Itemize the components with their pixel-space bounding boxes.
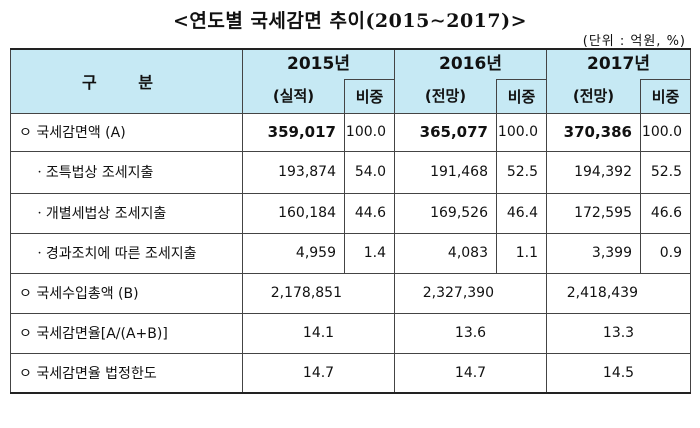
cell-value: 13.3 — [546, 312, 691, 354]
header-2015-kind: (실적) — [242, 79, 345, 114]
row-label: ㅇ 국세감면율[A/(A+B)] — [10, 312, 243, 354]
cell-value: 3,399 — [546, 232, 641, 274]
cell-value: 194,392 — [546, 150, 641, 194]
table-row-rate: ㅇ 국세감면율[A/(A+B)] 14.1 13.6 13.3 — [10, 312, 691, 354]
row-label: ㆍ조특법상 조세지출 — [10, 150, 243, 194]
cell-value: 191,468 — [394, 150, 497, 194]
cell-share: 52.5 — [496, 150, 547, 194]
cell-value: 169,526 — [394, 192, 497, 234]
cell-value: 2,327,390 — [394, 272, 547, 314]
cell-share: 100.0 — [496, 112, 547, 152]
cell-value: 4,083 — [394, 232, 497, 274]
cell-share: 1.1 — [496, 232, 547, 274]
cell-value: 2,418,439 — [546, 272, 691, 314]
row-label: ㅇ 국세감면액 (A) — [10, 112, 243, 152]
table-row-sub2: ㆍ개별세법상 조세지출 160,184 44.6 169,526 46.4 17… — [10, 192, 691, 234]
row-label: ㆍ개별세법상 조세지출 — [10, 192, 243, 234]
cell-share: 100.0 — [640, 112, 691, 152]
cell-share: 0.9 — [640, 232, 691, 274]
header-2017-kind: (전망) — [546, 79, 641, 114]
header-2016-share: 비중 — [496, 78, 547, 114]
cell-share: 46.4 — [496, 192, 547, 234]
header-2016: 2016년 — [394, 48, 547, 79]
unit-note: (단위 : 억원, %) — [582, 34, 686, 49]
cell-share: 1.4 — [344, 232, 395, 274]
row-label: ㆍ경과조치에 따른 조세지출 — [10, 232, 243, 274]
cell-value: 14.7 — [394, 352, 547, 394]
cell-share: 52.5 — [640, 150, 691, 194]
header-2017-share: 비중 — [640, 78, 691, 114]
cell-value: 370,386 — [546, 112, 641, 152]
cell-value: 172,595 — [546, 192, 641, 234]
cell-value: 14.5 — [546, 352, 691, 394]
cell-value: 193,874 — [242, 150, 345, 194]
header-2017: 2017년 — [546, 48, 691, 79]
cell-value: 14.7 — [242, 352, 395, 394]
table-row-sub3: ㆍ경과조치에 따른 조세지출 4,959 1.4 4,083 1.1 3,399… — [10, 232, 691, 274]
header-gubun: 구 분 — [10, 48, 243, 114]
cell-share: 54.0 — [344, 150, 395, 194]
row-label: ㅇ 국세수입총액 (B) — [10, 272, 243, 314]
header-2015: 2015년 — [242, 48, 395, 79]
cell-value: 359,017 — [242, 112, 345, 152]
cell-value: 160,184 — [242, 192, 345, 234]
cell-value: 4,959 — [242, 232, 345, 274]
cell-value: 365,077 — [394, 112, 497, 152]
cell-value: 2,178,851 — [242, 272, 395, 314]
header-2015-share: 비중 — [344, 78, 395, 114]
header-2016-kind: (전망) — [394, 79, 497, 114]
table-row-total: ㅇ 국세감면액 (A) 359,017 100.0 365,077 100.0 … — [10, 112, 691, 152]
cell-value: 13.6 — [394, 312, 547, 354]
cell-share: 100.0 — [344, 112, 395, 152]
cell-share: 46.6 — [640, 192, 691, 234]
cell-share: 44.6 — [344, 192, 395, 234]
tax-reduction-table: 구 분 2015년 2016년 2017년 (실적) 비중 (전망) 비중 (전… — [10, 48, 691, 394]
page-title: <연도별 국세감면 추이(2015∼2017)> — [172, 10, 528, 32]
cell-value: 14.1 — [242, 312, 395, 354]
row-label: ㅇ 국세감면율 법정한도 — [10, 352, 243, 394]
table-row-revenue: ㅇ 국세수입총액 (B) 2,178,851 2,327,390 2,418,4… — [10, 272, 691, 314]
table-row-limit: ㅇ 국세감면율 법정한도 14.7 14.7 14.5 — [10, 352, 691, 394]
table-row-sub1: ㆍ조특법상 조세지출 193,874 54.0 191,468 52.5 194… — [10, 150, 691, 194]
